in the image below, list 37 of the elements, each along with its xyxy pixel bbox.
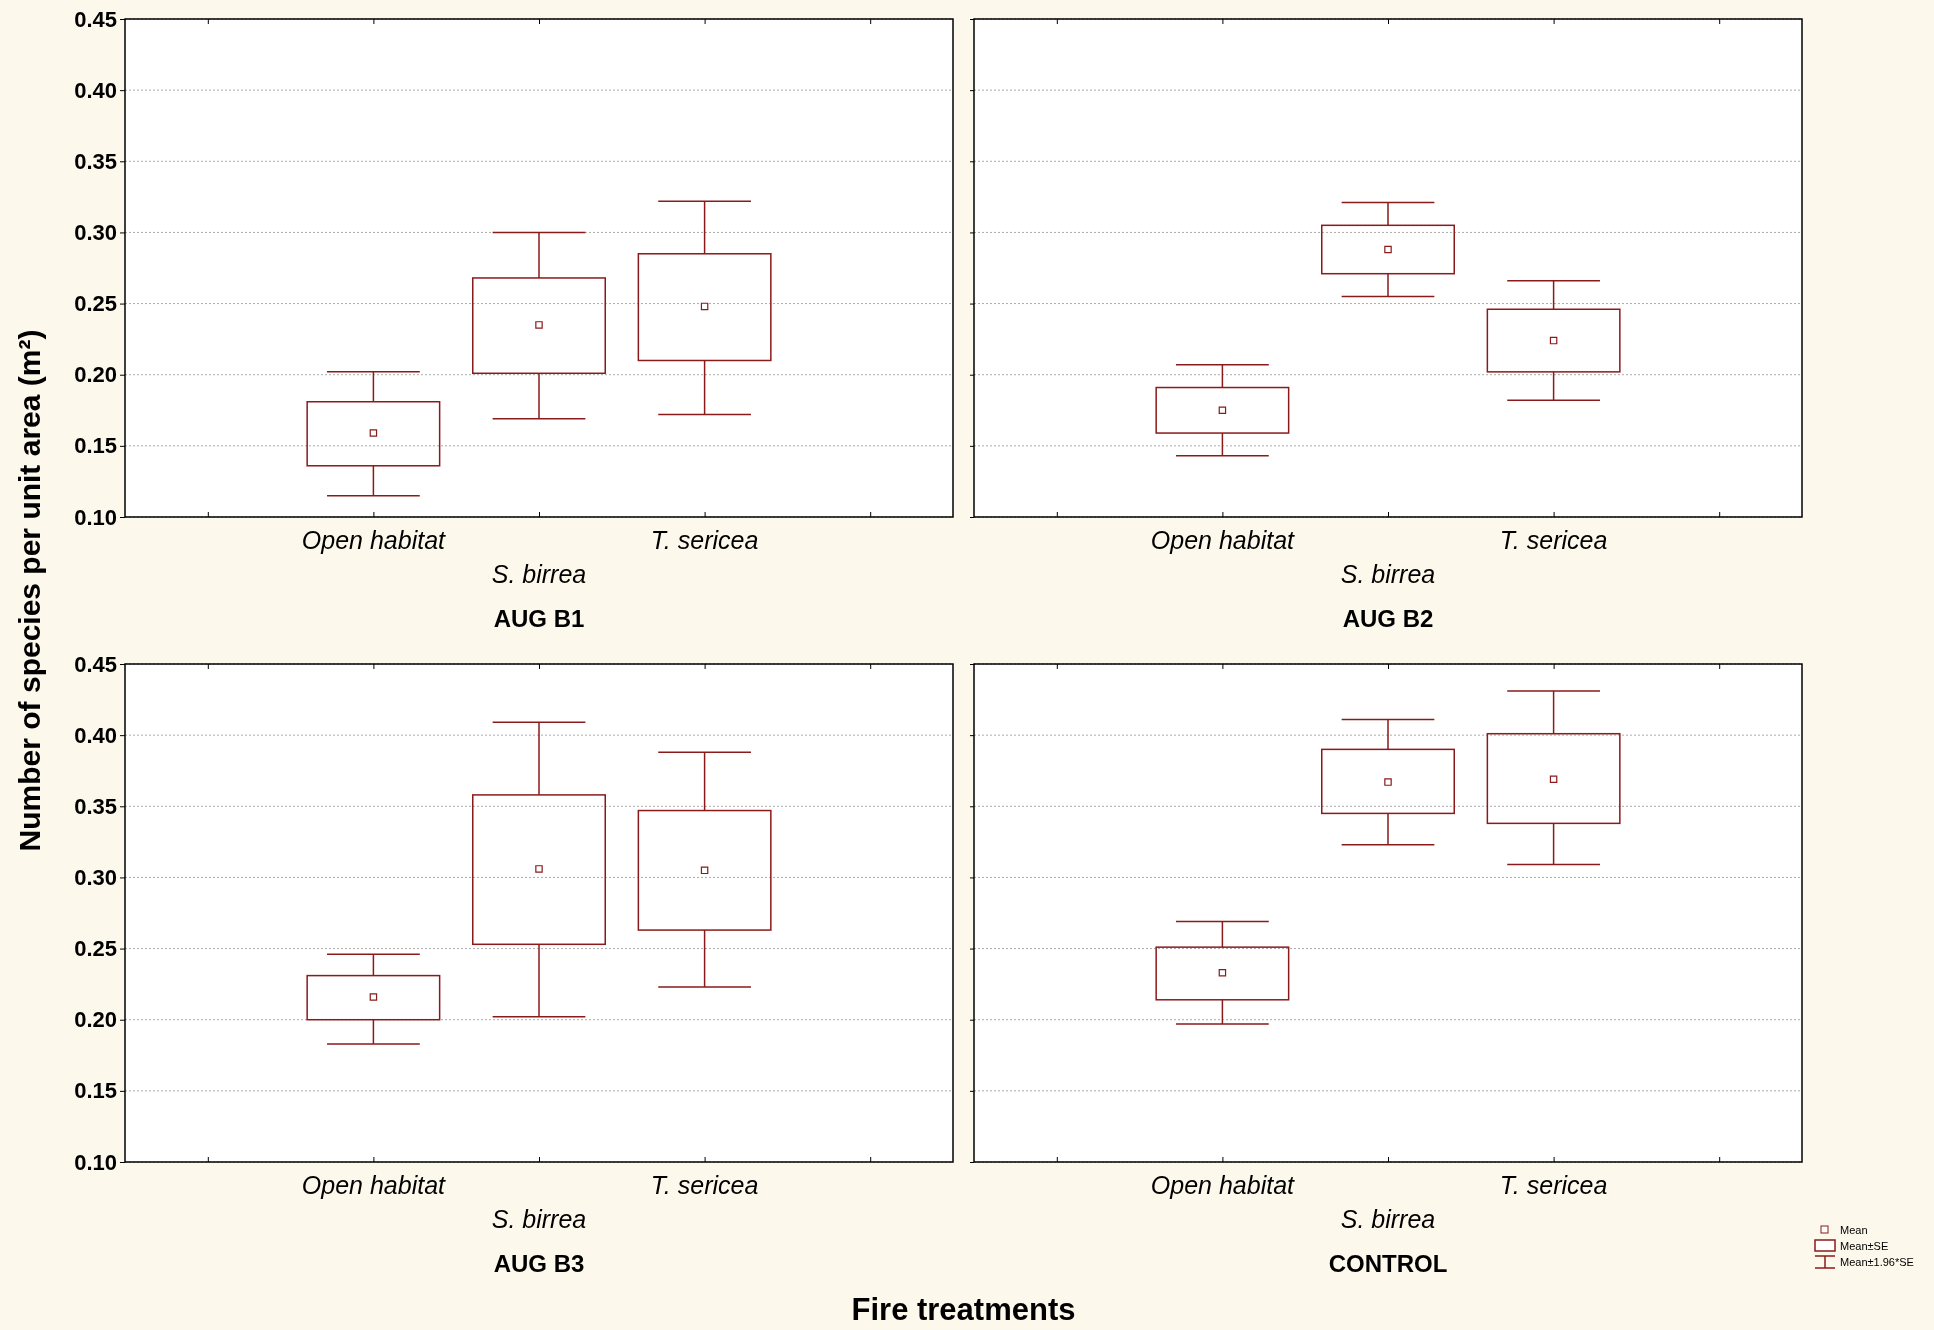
y-tick-label: 0.25: [74, 291, 117, 317]
y-axis-title: Number of species per unit area (m²): [13, 329, 46, 852]
x-tick-label: Open habitat: [1150, 526, 1296, 554]
x-tick-label: T. sericea: [1499, 1171, 1608, 1199]
y-tick-label: 0.30: [74, 864, 117, 890]
text: AUG B3: [493, 1250, 585, 1277]
y-tick-label: 0.40: [74, 77, 117, 103]
text: Mean: [1840, 1224, 1868, 1236]
y-tick-label: 0.20: [74, 1007, 117, 1033]
x-tick-label: S. birrea: [1340, 560, 1436, 588]
y-tick-label: 0.15: [74, 1078, 117, 1104]
x-tick-label: Open habitat: [301, 1171, 447, 1199]
x-tick-label: T. sericea: [1499, 526, 1608, 554]
y-tick-label: 0.20: [74, 362, 117, 388]
text: CONTROL: [1328, 1250, 1448, 1277]
x-tick-label: S. birrea: [1340, 1205, 1436, 1233]
text: AUG B1: [493, 605, 585, 632]
x-tick-label: S. birrea: [491, 1205, 587, 1233]
y-tick-label: 0.10: [74, 504, 117, 530]
y-tick-label: 0.45: [74, 6, 117, 32]
y-tick-label: 0.35: [74, 148, 117, 174]
x-tick-label: T. sericea: [650, 526, 759, 554]
y-tick-label: 0.45: [74, 651, 117, 677]
x-axis-title: Fire treatments: [851, 1292, 1076, 1327]
x-tick-label: Open habitat: [301, 526, 447, 554]
x-tick-label: T. sericea: [650, 1171, 759, 1199]
text: Mean±SE: [1840, 1240, 1889, 1252]
y-tick-label: 0.15: [74, 433, 117, 459]
y-tick-label: 0.10: [74, 1149, 117, 1175]
x-tick-label: Open habitat: [1150, 1171, 1296, 1199]
text: Mean±1.96*SE: [1840, 1256, 1914, 1268]
x-tick-label: S. birrea: [491, 560, 587, 588]
y-tick-label: 0.25: [74, 936, 117, 962]
text: AUG B2: [1342, 605, 1434, 632]
y-tick-label: 0.30: [74, 219, 117, 245]
y-tick-label: 0.35: [74, 793, 117, 819]
y-tick-label: 0.40: [74, 722, 117, 748]
